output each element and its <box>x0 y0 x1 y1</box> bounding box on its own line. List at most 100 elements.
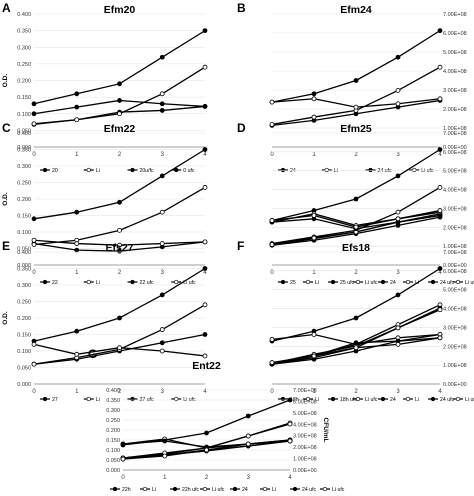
legend-swatch-marker <box>280 279 286 285</box>
data-point <box>117 111 122 117</box>
y2-tick-label: 5.00E+08 <box>443 169 467 175</box>
legend-label: 22h ufc <box>182 487 199 493</box>
data-point <box>74 91 80 97</box>
data-point <box>395 101 401 107</box>
y2-tick-label: 7.00E+08 <box>443 250 467 256</box>
data-point <box>74 247 80 253</box>
x-tick-label: 1 <box>312 389 316 395</box>
legend-swatch-marker <box>202 486 208 492</box>
legend-swatch-marker <box>86 279 91 285</box>
x-tick-label: 1 <box>75 152 79 158</box>
x-tick-label: 3 <box>161 270 165 276</box>
y2-tick-label: 1.00E+08 <box>443 244 467 250</box>
legend-swatch-marker <box>380 279 386 285</box>
x-tick-label: 0 <box>270 270 274 276</box>
legend-label: Li ufc <box>465 397 474 403</box>
data-point <box>353 345 359 351</box>
data-point <box>437 335 443 341</box>
panel-letter: D <box>237 121 246 135</box>
y2-tick-label: 6.00E+08 <box>443 269 467 275</box>
panel-letter: B <box>237 1 246 15</box>
data-point <box>31 101 37 107</box>
legend-swatch-marker <box>405 279 411 285</box>
chart-title: Efs18 <box>342 242 370 254</box>
data-point <box>311 91 317 97</box>
data-point <box>74 328 80 334</box>
y2-tick-label: 2.00E+08 <box>443 225 467 231</box>
y-tick-label: 0.400 <box>17 131 31 137</box>
x-tick-label: 4 <box>438 270 442 276</box>
x-tick-label: 4 <box>438 152 442 158</box>
data-point <box>395 173 401 179</box>
legend-swatch-marker <box>42 396 48 402</box>
legend-swatch-marker <box>455 396 461 402</box>
data-point <box>353 196 359 202</box>
x-tick-label: 1 <box>75 270 79 276</box>
legend-swatch-marker <box>172 486 178 492</box>
data-point <box>74 104 80 110</box>
chart-title: Efm25 <box>340 123 372 135</box>
data-point <box>204 430 209 436</box>
legend-label: Li ufc <box>332 487 345 493</box>
data-point <box>395 54 401 60</box>
x-tick-label: 1 <box>163 475 167 481</box>
data-point <box>117 81 122 87</box>
data-point <box>31 341 37 347</box>
legend-label: 25 ufc <box>340 280 355 286</box>
legend-label: Li <box>415 397 419 403</box>
data-point <box>31 361 37 367</box>
x-tick-label: 4 <box>288 475 292 481</box>
data-point <box>311 114 317 120</box>
legend-label: Li <box>315 397 319 403</box>
y2-tick-label: 1.00E+08 <box>443 126 467 132</box>
chart-panel-G: G Ent22 0.000 0.050 0.100 0.150 0.200 0.250 0.30… <box>88 347 345 493</box>
legend-swatch-marker <box>86 396 91 402</box>
data-point <box>311 235 317 241</box>
legend-label: 24 <box>242 487 248 493</box>
legend-label: 22h <box>122 487 131 493</box>
data-point <box>245 433 251 439</box>
data-point <box>74 351 80 357</box>
data-point <box>269 337 275 342</box>
y2-tick-label: 3.00E+08 <box>443 206 467 212</box>
legend-label: Li <box>152 487 156 493</box>
x-tick-label: 1 <box>312 152 316 158</box>
y2-tick-label: 5.00E+08 <box>443 288 467 294</box>
legend-label: Li <box>96 168 100 174</box>
y-tick-label: 0.250 <box>17 300 31 306</box>
x-tick-label: 4 <box>203 389 207 395</box>
x-tick-label: 0 <box>270 389 274 395</box>
data-point <box>287 421 293 427</box>
y2-tick-label: 0.00E+00 <box>443 382 467 388</box>
y2-axis-label: CFU/mL <box>472 68 474 93</box>
legend-swatch-marker <box>130 167 135 173</box>
x-tick-label: 4 <box>203 270 207 276</box>
x-tick-label: 4 <box>203 152 207 158</box>
x-tick-label: 0 <box>32 389 36 395</box>
y-tick-label: 0.200 <box>17 79 31 85</box>
series-line-2 <box>122 399 291 446</box>
x-tick-label: 0 <box>32 270 36 276</box>
data-point <box>74 117 80 123</box>
data-point <box>74 241 80 246</box>
data-point <box>159 340 165 346</box>
y2-tick-label: 7.00E+08 <box>443 131 467 137</box>
data-point <box>202 239 208 245</box>
data-point <box>31 237 37 243</box>
legend-label: Li ufc <box>212 487 225 493</box>
y2-tick-label: 6.00E+08 <box>443 31 467 37</box>
legend-label: 18h ufc <box>340 397 357 403</box>
legend-label: 20u/fc <box>140 168 155 174</box>
y2-tick-label: 0.00E+00 <box>443 145 467 151</box>
y2-tick-label: 4.00E+08 <box>293 422 317 428</box>
y2-tick-label: 0.00E+00 <box>293 468 317 474</box>
legend-label: 27 <box>52 397 58 403</box>
panel-letter: C <box>2 121 11 135</box>
panel-letter: F <box>237 239 244 253</box>
y2-tick-label: 5.00E+08 <box>443 50 467 56</box>
x-tick-label: 3 <box>396 389 400 395</box>
data-point <box>353 224 359 230</box>
legend-label: 25 <box>290 280 296 286</box>
legend-swatch-marker <box>405 396 411 402</box>
y-tick-label: 0.300 <box>17 45 31 51</box>
